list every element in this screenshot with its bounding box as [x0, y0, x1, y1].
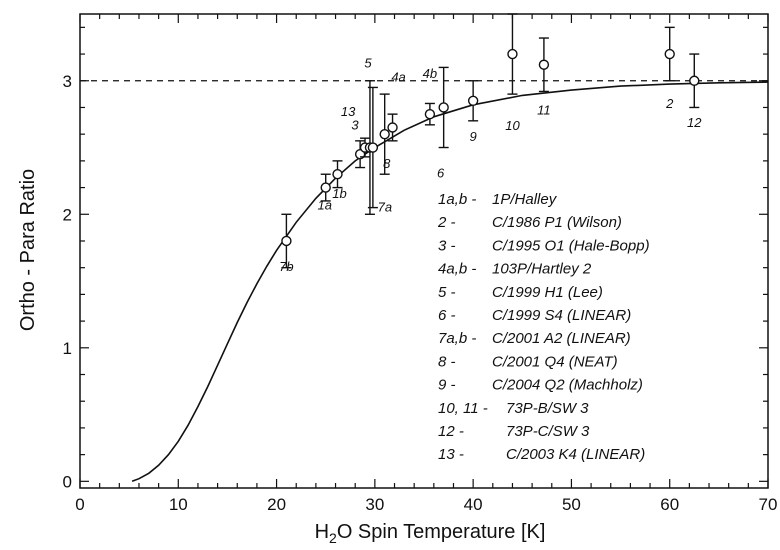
- point-label: 6: [437, 165, 445, 180]
- point-label: 7b: [279, 259, 293, 274]
- legend-key: 3 -: [438, 237, 456, 254]
- comet-point-1b: 1b: [332, 160, 347, 201]
- x-axis-ticks: 0 10 20 30 40 50 60 70: [75, 14, 777, 514]
- data-marker: [320, 182, 331, 193]
- comet-point-11: 11: [537, 37, 551, 118]
- comet-point-9: 9: [467, 80, 479, 144]
- legend-key: 8 -: [438, 353, 456, 370]
- data-marker: [281, 235, 292, 247]
- point-label: 4b: [423, 66, 437, 81]
- legend-key: 7a,b -: [438, 330, 476, 347]
- x-tick-label: 20: [267, 495, 286, 514]
- legend-comet-name: C/2004 Q2 (Machholz): [492, 377, 643, 394]
- point-label: 10: [505, 118, 520, 133]
- legend-comet-name: C/1999 H1 (Lee): [492, 284, 603, 301]
- data-marker: [379, 128, 390, 140]
- data-marker: [424, 108, 436, 120]
- legend-key: 6 -: [438, 307, 456, 324]
- y-tick-label: 3: [63, 72, 72, 91]
- comet-point-7a: 7a: [367, 86, 392, 215]
- legend-comet-name: C/1986 P1 (Wilson): [492, 214, 622, 231]
- legend-comet-name: C/2003 K4 (LINEAR): [506, 446, 645, 463]
- plot-area-frame: [79, 13, 769, 489]
- x-tick-label: 40: [464, 495, 483, 514]
- x-tick-label: 50: [562, 495, 581, 514]
- point-label: 5: [364, 56, 372, 71]
- x-tick-label: 60: [660, 495, 679, 514]
- data-marker: [467, 95, 479, 106]
- comet-point-6: 6: [437, 66, 449, 180]
- y-tick-label: 2: [63, 205, 72, 224]
- legend-comet-name: 73P-C/SW 3: [506, 423, 590, 440]
- legend-comet-name: C/1995 O1 (Hale-Bopp): [492, 237, 650, 254]
- data-marker: [438, 102, 449, 113]
- data-marker: [664, 48, 675, 60]
- data-marker: [538, 59, 550, 70]
- legend-comet-name: 73P-B/SW 3: [506, 400, 589, 417]
- legend-key: 1a,b -: [438, 191, 476, 208]
- x-tick-label: 30: [365, 495, 384, 514]
- legend-comet-name: C/1999 S4 (LINEAR): [492, 307, 631, 324]
- legend-key: 13 -: [438, 446, 464, 463]
- data-marker: [332, 169, 343, 180]
- legend: 1a,b - 1P/Halley 2 - C/1986 P1 (Wilson) 3 - C…: [437, 191, 650, 463]
- y-tick-label: 0: [63, 472, 72, 491]
- point-label: 3: [351, 118, 359, 133]
- legend-key: 9 -: [438, 377, 456, 394]
- legend-comet-name: 103P/Hartley 2: [492, 261, 592, 278]
- point-label: 9: [470, 129, 477, 144]
- x-tick-label: 70: [759, 495, 778, 514]
- comet-point-13: 13: [341, 104, 366, 169]
- comet-point-1a: 1a: [317, 173, 332, 213]
- point-label: 4a: [391, 69, 405, 84]
- legend-comet-name: C/2001 Q4 (NEAT): [492, 353, 618, 370]
- data-marker: [507, 48, 518, 60]
- point-label: 13: [341, 104, 356, 119]
- point-label: 2: [665, 96, 674, 111]
- legend-key: 2 -: [437, 214, 456, 231]
- comet-point-4b: 4b: [423, 66, 437, 126]
- legend-comet-name: C/2001 A2 (LINEAR): [492, 330, 631, 347]
- comet-point-2: 2: [664, 26, 675, 111]
- point-label: 1b: [332, 186, 346, 201]
- legend-comet-name: 1P/Halley: [492, 191, 558, 208]
- point-label: 12: [687, 115, 702, 130]
- model-curve: [131, 81, 769, 483]
- comet-point-10: 10: [505, 13, 520, 133]
- comet-point-8: 8: [379, 93, 391, 175]
- point-label: 11: [537, 103, 551, 118]
- legend-key: 4a,b -: [438, 261, 476, 278]
- y-axis-title: Ortho - Para Ratio: [17, 169, 39, 331]
- comet-point-7b: 7b: [279, 213, 294, 274]
- y-tick-label: 1: [63, 339, 72, 358]
- x-tick-label: 10: [169, 495, 188, 514]
- legend-key: 12 -: [438, 423, 464, 440]
- x-axis-title: H2O Spin Temperature [K]: [315, 521, 546, 546]
- point-label: 1a: [317, 198, 331, 213]
- legend-key: 10, 11 -: [438, 400, 488, 417]
- x-tick-label: 0: [75, 495, 84, 514]
- legend-key: 5 -: [438, 284, 456, 301]
- point-label: 7a: [378, 200, 392, 215]
- data-marker: [387, 122, 398, 133]
- comet-point-12: 12: [687, 53, 702, 130]
- point-label: 8: [383, 156, 391, 171]
- comet-point-4a: 4a: [387, 69, 406, 142]
- data-marker: [689, 75, 700, 86]
- data-marker: [367, 142, 379, 153]
